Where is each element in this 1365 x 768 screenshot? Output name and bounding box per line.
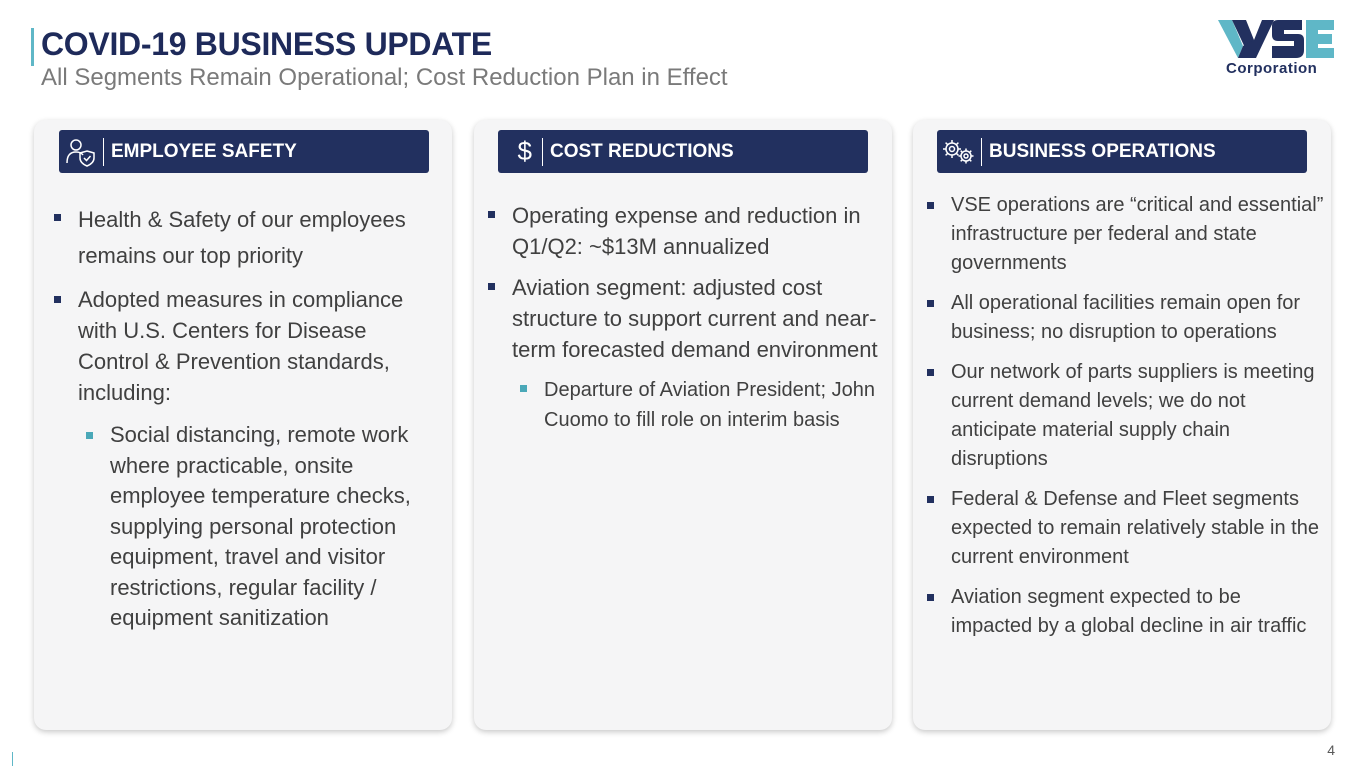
page-subtitle: All Segments Remain Operational; Cost Re…: [41, 64, 728, 91]
page-number: 4: [1327, 742, 1335, 758]
bullet-list: Operating expense and reduction in Q1/Q2…: [474, 200, 884, 435]
card-header: $ COST REDUCTIONS: [498, 130, 868, 173]
card-business-operations: BUSINESS OPERATIONS VSE operations are “…: [913, 120, 1331, 730]
person-shield-icon: [59, 130, 103, 173]
title-accent-bar: [31, 28, 34, 66]
list-item: Aviation segment: adjusted cost structur…: [474, 272, 884, 435]
card-header: BUSINESS OPERATIONS: [937, 130, 1307, 173]
list-item: Aviation segment expected to be impacted…: [913, 583, 1327, 641]
side-marker: [12, 752, 13, 766]
page-title: COVID-19 BUSINESS UPDATE: [41, 26, 492, 62]
dollar-icon: $: [517, 136, 532, 166]
card-employee-safety: EMPLOYEE SAFETY Health & Safety of our e…: [34, 120, 452, 730]
bullet-list: Health & Safety of our employees remains…: [40, 202, 420, 634]
vse-logo: Corporation: [1218, 20, 1334, 76]
list-item: Our network of parts suppliers is meetin…: [913, 358, 1327, 474]
card-title: EMPLOYEE SAFETY: [111, 140, 297, 162]
list-item: VSE operations are “critical and essenti…: [913, 191, 1327, 278]
sub-list-item: Departure of Aviation President; John Cu…: [512, 375, 884, 435]
list-item: Adopted measures in compliance with U.S.…: [40, 284, 420, 634]
bullet-list: VSE operations are “critical and essenti…: [913, 191, 1327, 641]
svg-text:Corporation: Corporation: [1226, 60, 1317, 76]
list-item: Federal & Defense and Fleet segments exp…: [913, 485, 1327, 572]
gears-icon: [937, 130, 981, 173]
list-item: All operational facilities remain open f…: [913, 289, 1327, 347]
card-title: BUSINESS OPERATIONS: [989, 140, 1216, 162]
card-title: COST REDUCTIONS: [550, 140, 734, 162]
list-item: Health & Safety of our employees remains…: [40, 202, 420, 274]
sub-list-item: Social distancing, remote work where pra…: [78, 420, 420, 634]
card-header: EMPLOYEE SAFETY: [59, 130, 429, 173]
card-cost-reductions: $ COST REDUCTIONS Operating expense and …: [474, 120, 892, 730]
list-item: Operating expense and reduction in Q1/Q2…: [474, 200, 884, 262]
